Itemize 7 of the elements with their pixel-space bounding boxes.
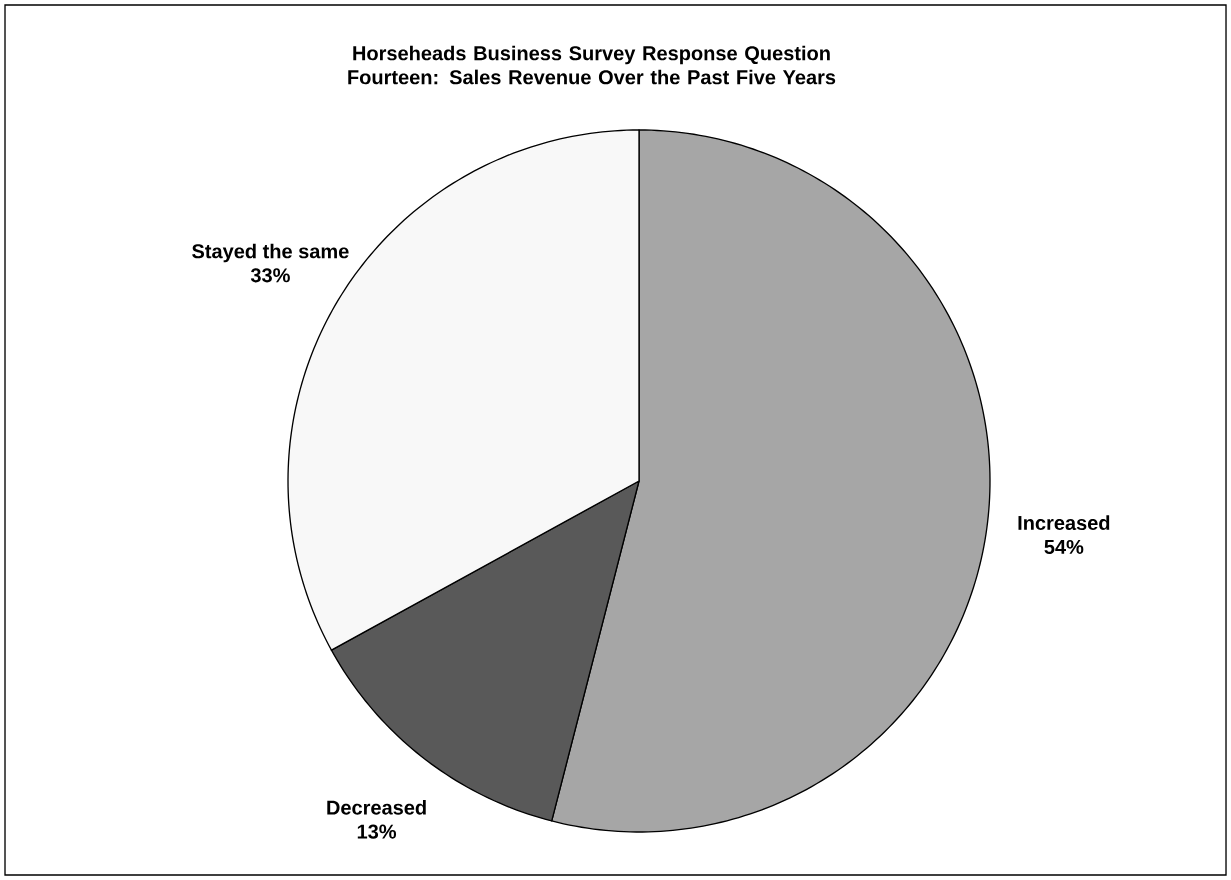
data-label: 33% <box>250 268 290 283</box>
data-label: 13% <box>357 824 397 839</box>
slice-label: Stayed the same <box>192 243 349 263</box>
chart-title: Horseheads Business Survey Response Question Fourteen: Sales Revenue Over the Past Five Years <box>348 45 836 85</box>
slice-label: Increased <box>1018 515 1110 530</box>
slice-label: Decreased <box>327 799 426 815</box>
data-label: 54% <box>1044 539 1084 554</box>
